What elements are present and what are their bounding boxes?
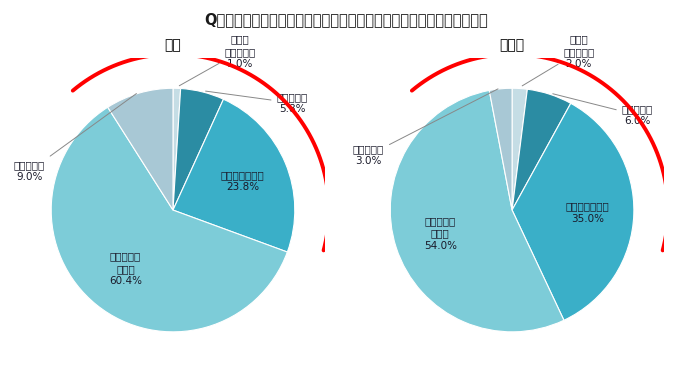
Text: 良くなった
6.0%: 良くなった 6.0%	[553, 94, 653, 126]
Text: 良くなって
いない
54.0%: 良くなって いない 54.0%	[424, 216, 457, 251]
Title: 高校生: 高校生	[500, 39, 525, 53]
Text: 悪くなった
9.0%: 悪くなった 9.0%	[14, 94, 136, 182]
Wedge shape	[512, 103, 634, 320]
Text: とても
良くなった
2.0%: とても 良くなった 2.0%	[522, 34, 594, 86]
Text: Q：今年に入って世間の自転車運転マナーが良くなったと思いますか？: Q：今年に入って世間の自転車運転マナーが良くなったと思いますか？	[204, 12, 488, 27]
Text: 良くなった
5.8%: 良くなった 5.8%	[206, 91, 308, 114]
Wedge shape	[108, 88, 173, 210]
Text: 少し良くなった
35.0%: 少し良くなった 35.0%	[565, 201, 610, 224]
Text: 悪くなった
3.0%: 悪くなった 3.0%	[353, 89, 498, 166]
Wedge shape	[390, 90, 564, 332]
Title: 主婦: 主婦	[165, 39, 181, 53]
Wedge shape	[51, 107, 287, 332]
Text: 良くなって
いない
60.4%: 良くなって いない 60.4%	[109, 251, 142, 286]
Wedge shape	[512, 88, 527, 210]
Wedge shape	[173, 99, 295, 252]
Wedge shape	[489, 88, 512, 210]
Wedge shape	[512, 89, 571, 210]
Wedge shape	[173, 89, 224, 210]
Wedge shape	[173, 88, 181, 210]
Text: 少し良くなった
23.8%: 少し良くなった 23.8%	[221, 170, 264, 192]
Text: とても
良くなった
1.0%: とても 良くなった 1.0%	[179, 34, 255, 86]
